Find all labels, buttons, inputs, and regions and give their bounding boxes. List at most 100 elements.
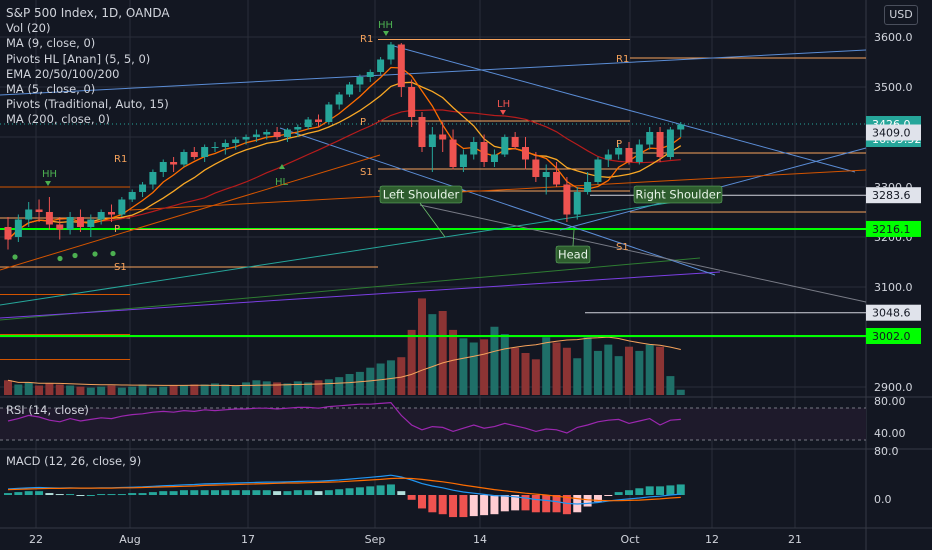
trend-line [419,204,867,303]
annotation-pointer [572,229,575,247]
time-tick-label: 14 [473,533,487,546]
indicator-pivots-hl[interactable]: Pivots HL [Anan] (5, 5, 0) [6,51,151,66]
candle [118,199,126,215]
candle [76,217,84,227]
volume-bar [521,353,530,395]
indicator-ma5[interactable]: MA (5, close, 0) [6,82,96,97]
macd-histogram-bar [293,490,302,495]
macd-histogram-bar [676,484,685,495]
trend-line [0,197,701,306]
rsi-band [0,408,866,440]
lh-label: LH [497,99,510,110]
volume-bar [676,389,685,395]
macd-histogram-bar [645,486,654,495]
volume-bar [45,383,54,395]
rsi-pane-label[interactable]: RSI (14, close) [6,403,89,417]
macd-histogram-bar [159,491,168,495]
candle [35,209,43,212]
right-shoulder-label-box [633,185,723,204]
candle [97,212,105,220]
price-badge-label: 3283.6 [872,189,911,202]
volume-bar [242,382,251,395]
indicator-ma200[interactable]: MA (200, close, 0) [6,112,110,127]
macd-histogram-bar [562,495,571,515]
candle [677,124,685,130]
macd-histogram-bar [179,490,188,495]
price-badge-label: 3216.1 [872,223,911,236]
macd-histogram-bar [242,490,251,495]
price-badge-label: 3409.0 [872,127,911,140]
candle [315,119,322,122]
volume-bar [449,329,458,395]
candle [170,162,178,165]
volume-bar [335,377,344,395]
candle [87,219,95,227]
candle [635,144,643,162]
macd-histogram-bar [593,495,602,502]
candle [542,172,550,177]
volume-bar [128,386,137,395]
volume-bar [117,387,126,395]
candle [366,72,374,77]
candle [221,143,229,147]
indicator-pivots-traditional[interactable]: Pivots (Traditional, Auto, 15) [6,97,169,112]
macd-pane-label[interactable]: MACD (12, 26, close, 9) [6,454,142,468]
macd-histogram-bar [262,490,271,495]
ema-20-line [7,109,681,240]
volume-bar [304,382,313,395]
macd-histogram-bar [428,495,437,513]
macd-histogram-bar [376,485,385,495]
trend-line [0,271,721,319]
indicator-ema[interactable]: EMA 20/50/100/200 [6,66,120,81]
macd-histogram-bar [128,493,137,495]
candle [594,159,602,182]
macd-histogram-bar [35,491,44,495]
candle [397,44,405,87]
candle [656,132,664,157]
chart-legend: S&P 500 Index, 1D, OANDA Vol (20) MA (9,… [6,6,170,128]
volume-bar [148,387,157,395]
candle [4,227,12,240]
volume-bar [107,385,116,395]
macd-histogram-bar [221,490,230,495]
volume-bar [4,380,12,395]
candle [418,117,426,147]
pivot-label: S1 [616,242,629,253]
volume-bar [324,379,333,395]
macd-histogram-bar [45,493,54,495]
macd-histogram-bar [407,495,416,500]
candle [232,139,240,143]
ma-9-line [7,81,682,240]
candle [449,139,457,167]
volume-bar [314,380,323,395]
candle [563,184,571,215]
volume-bar [262,381,271,395]
volume-bar [159,386,168,395]
price-badge [866,124,921,141]
hh-marker [45,181,51,186]
trend-line [0,154,381,271]
volume-bar [573,358,582,395]
currency-button[interactable]: USD [884,5,918,25]
macd-histogram-bar [200,490,209,495]
candle [604,154,612,160]
candle [139,184,147,192]
price-tick-label: 3500.0 [874,81,913,94]
candle [511,137,519,147]
candle [190,152,198,157]
pivot-label: S1 [360,167,373,178]
macd-histogram-bar [469,495,478,517]
time-tick-label: 22 [29,533,43,546]
volume-bar [469,342,478,395]
price-badge [866,220,921,237]
volume-bar [490,326,499,395]
chart-title: S&P 500 Index, 1D, OANDA [6,6,170,20]
indicator-ma9[interactable]: MA (9, close, 0) [6,36,96,51]
macd-histogram-bar [438,495,447,515]
volume-bar [583,337,592,395]
indicator-vol[interactable]: Vol (20) [6,21,51,36]
trend-line [279,127,716,276]
macd-histogram-bar [66,494,75,496]
trend-line [389,44,856,173]
